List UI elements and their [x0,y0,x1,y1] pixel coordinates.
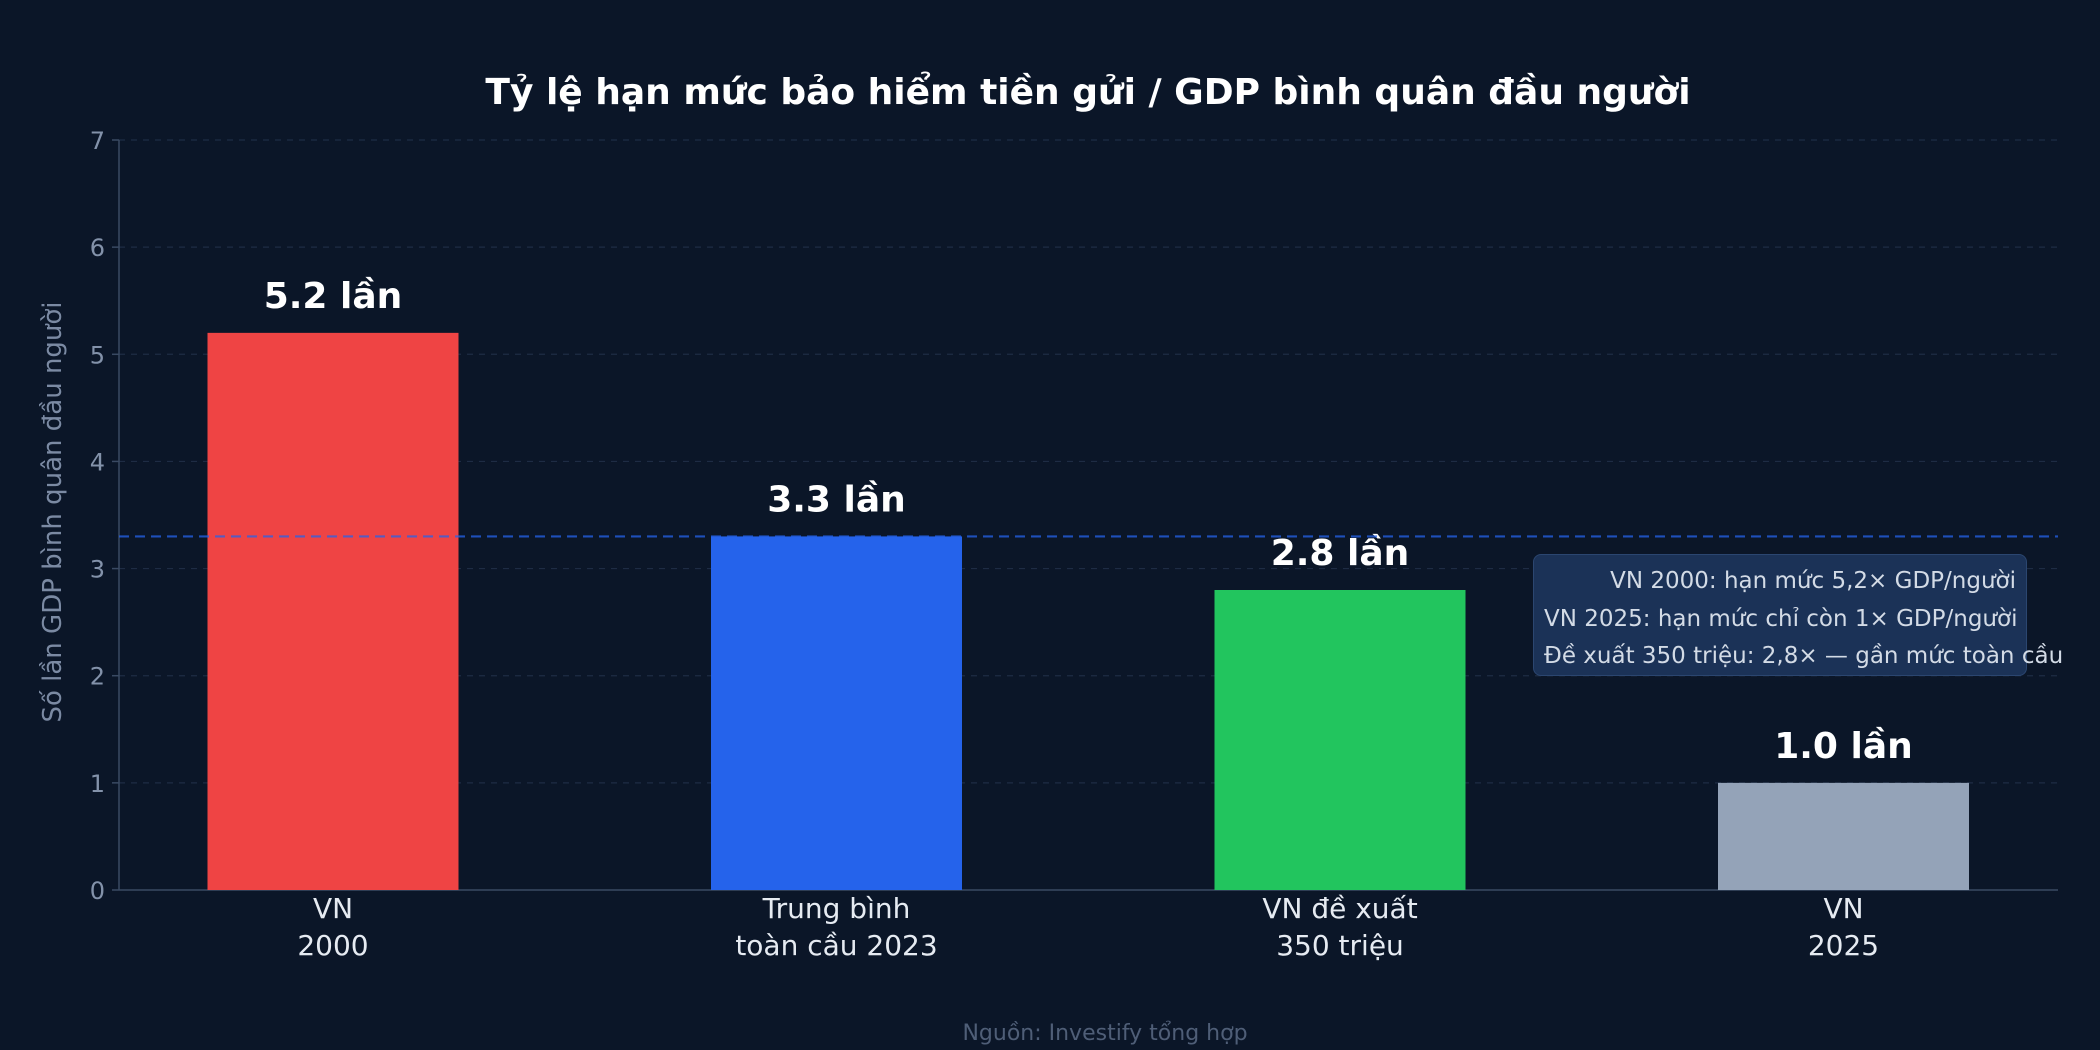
bar [1214,590,1466,890]
x-tick-label: Trung bình [762,892,911,925]
data-label: 1.0 lần [1774,726,1913,767]
y-tick-label: 1 [90,770,105,798]
x-tick-label: toàn cầu 2023 [735,929,937,962]
bar-layer [207,332,1969,890]
data-label: 3.3 lần [767,479,906,520]
y-tick-label: 7 [90,127,105,155]
label-layer: 5.2 lần 3.3 lần 2.8 lần 1.0 lần [119,276,2058,767]
bar [207,332,459,890]
data-label: 5.2 lần [264,276,403,317]
y-axis-label: Số lần GDP bình quân đầu người [38,301,68,722]
annotation-box: VN 2000: hạn mức 5,2× GDP/người VN 2025:… [1533,554,2064,676]
annotation-line: VN 2000: hạn mức 5,2× GDP/người [1610,568,2016,594]
annotation-line: Đề xuất 350 triệu: 2,8× — gần mức toàn c… [1544,643,2064,669]
source-note: Nguồn: Investify tổng hợp [962,1021,1247,1046]
x-tick-label: VN [1823,892,1863,925]
y-tick-label: 4 [90,448,105,476]
y-tick-label: 3 [90,556,105,584]
x-tick-label: VN [313,892,353,925]
x-tick-label: 2000 [297,929,368,962]
bar [711,536,962,890]
x-tick-label: 350 triệu [1276,929,1404,962]
y-tick-label: 6 [90,234,105,262]
chart-title: Tỷ lệ hạn mức bảo hiểm tiền gửi / GDP bì… [485,71,1690,113]
bar [1718,782,1969,890]
axis-layer: 0 1 2 3 4 5 6 7 VN 2000 Trung bình toàn cầu 2023 VN … [90,127,2058,962]
annotation-line: VN 2025: hạn mức chỉ còn 1× GDP/người [1544,605,2018,632]
data-label: 2.8 lần [1271,533,1410,574]
y-tick-label: 0 [90,877,105,905]
y-tick-label: 2 [90,663,105,691]
y-tick-label: 5 [90,341,105,369]
x-tick-label: 2025 [1808,929,1879,962]
x-tick-label: VN đề xuất [1262,892,1417,925]
